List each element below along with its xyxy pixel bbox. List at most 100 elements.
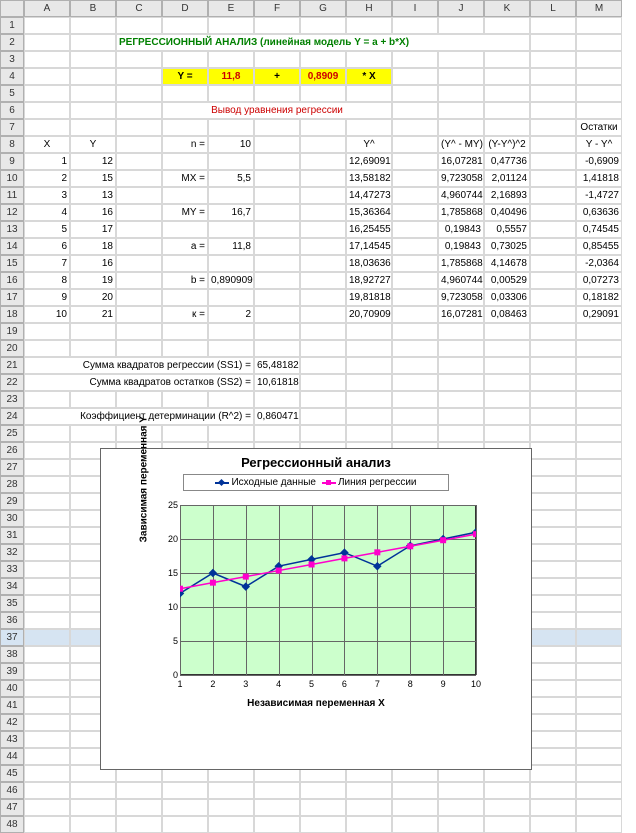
cell-A30[interactable] [24, 510, 70, 527]
cell-C47[interactable] [116, 799, 162, 816]
cell-J21[interactable] [438, 357, 484, 374]
cell-B7[interactable] [70, 119, 116, 136]
cell-A48[interactable] [24, 816, 70, 833]
cell-M16[interactable]: 0,07273 [576, 272, 622, 289]
cell-G9[interactable] [300, 153, 346, 170]
cell-E13[interactable] [208, 221, 254, 238]
cell-M9[interactable]: -0,6909 [576, 153, 622, 170]
cell-C13[interactable] [116, 221, 162, 238]
cell-A39[interactable] [24, 663, 70, 680]
cell-E11[interactable] [208, 187, 254, 204]
cell-L44[interactable] [530, 748, 576, 765]
cell-F20[interactable] [254, 340, 300, 357]
cell-M39[interactable] [576, 663, 622, 680]
row-header-4[interactable]: 4 [0, 68, 24, 85]
row-header-16[interactable]: 16 [0, 272, 24, 289]
cell-E7[interactable] [208, 119, 254, 136]
row-header-31[interactable]: 31 [0, 527, 24, 544]
cell-J23[interactable] [438, 391, 484, 408]
cell-I12[interactable] [392, 204, 438, 221]
cell-L42[interactable] [530, 714, 576, 731]
row-header-10[interactable]: 10 [0, 170, 24, 187]
cell-K24[interactable] [484, 408, 530, 425]
cell-C3[interactable] [116, 51, 162, 68]
cell-I9[interactable] [392, 153, 438, 170]
row-header-41[interactable]: 41 [0, 697, 24, 714]
cell-A32[interactable] [24, 544, 70, 561]
cell-A5[interactable] [24, 85, 70, 102]
cell-B20[interactable] [70, 340, 116, 357]
cell-J1[interactable] [438, 17, 484, 34]
cell-D11[interactable] [162, 187, 208, 204]
cell-B19[interactable] [70, 323, 116, 340]
cell-M11[interactable]: -1,4727 [576, 187, 622, 204]
cell-M27[interactable] [576, 459, 622, 476]
cell-E1[interactable] [208, 17, 254, 34]
cell-L40[interactable] [530, 680, 576, 697]
cell-K9[interactable]: 0,47736 [484, 153, 530, 170]
cell-F15[interactable] [254, 255, 300, 272]
cell-H22[interactable] [346, 374, 392, 391]
cell-D46[interactable] [162, 782, 208, 799]
cell-A6[interactable] [24, 102, 70, 119]
col-header-M[interactable]: M [576, 0, 622, 17]
cell-E3[interactable] [208, 51, 254, 68]
cell-G5[interactable] [300, 85, 346, 102]
cell-H7[interactable] [346, 119, 392, 136]
cell-D14[interactable]: a = [162, 238, 208, 255]
cell-M20[interactable] [576, 340, 622, 357]
cell-M3[interactable] [576, 51, 622, 68]
cell-A15[interactable]: 7 [24, 255, 70, 272]
cell-J15[interactable]: 1,785868 [438, 255, 484, 272]
cell-D10[interactable]: MX = [162, 170, 208, 187]
cell-A38[interactable] [24, 646, 70, 663]
cell-E4[interactable]: 11,8 [208, 68, 254, 85]
cell-L48[interactable] [530, 816, 576, 833]
cell-L46[interactable] [530, 782, 576, 799]
cell-C8[interactable] [116, 136, 162, 153]
row-header-32[interactable]: 32 [0, 544, 24, 561]
row-header-34[interactable]: 34 [0, 578, 24, 595]
cell-F7[interactable] [254, 119, 300, 136]
cell-C6[interactable] [116, 102, 162, 119]
cell-A43[interactable] [24, 731, 70, 748]
cell-K46[interactable] [484, 782, 530, 799]
cell-A18[interactable]: 10 [24, 306, 70, 323]
cell-H11[interactable]: 14,47273 [346, 187, 392, 204]
cell-L5[interactable] [530, 85, 576, 102]
cell-M29[interactable] [576, 493, 622, 510]
cell-A41[interactable] [24, 697, 70, 714]
row-header-15[interactable]: 15 [0, 255, 24, 272]
cell-G24[interactable] [300, 408, 346, 425]
cell-A8[interactable]: X [24, 136, 70, 153]
cell-J13[interactable]: 0,19843 [438, 221, 484, 238]
cell-H10[interactable]: 13,58182 [346, 170, 392, 187]
cell-M15[interactable]: -2,0364 [576, 255, 622, 272]
cell-B16[interactable]: 19 [70, 272, 116, 289]
row-header-46[interactable]: 46 [0, 782, 24, 799]
cell-K8[interactable]: (Y-Y^)^2 [484, 136, 530, 153]
cell-A29[interactable] [24, 493, 70, 510]
cell-J19[interactable] [438, 323, 484, 340]
cell-E9[interactable] [208, 153, 254, 170]
cell-L18[interactable] [530, 306, 576, 323]
row-header-45[interactable]: 45 [0, 765, 24, 782]
cell-L31[interactable] [530, 527, 576, 544]
cell-F25[interactable] [254, 425, 300, 442]
cell-M48[interactable] [576, 816, 622, 833]
cell-G7[interactable] [300, 119, 346, 136]
cell-A16[interactable]: 8 [24, 272, 70, 289]
cell-F18[interactable] [254, 306, 300, 323]
row-header-30[interactable]: 30 [0, 510, 24, 527]
cell-E46[interactable] [208, 782, 254, 799]
cell-J11[interactable]: 4,960744 [438, 187, 484, 204]
cell-G13[interactable] [300, 221, 346, 238]
cell-I11[interactable] [392, 187, 438, 204]
row-header-18[interactable]: 18 [0, 306, 24, 323]
cell-B10[interactable]: 15 [70, 170, 116, 187]
cell-L11[interactable] [530, 187, 576, 204]
cell-J6[interactable] [438, 102, 484, 119]
cell-J8[interactable]: (Y^ - MY)^2 [438, 136, 484, 153]
cell-A34[interactable] [24, 578, 70, 595]
row-header-9[interactable]: 9 [0, 153, 24, 170]
